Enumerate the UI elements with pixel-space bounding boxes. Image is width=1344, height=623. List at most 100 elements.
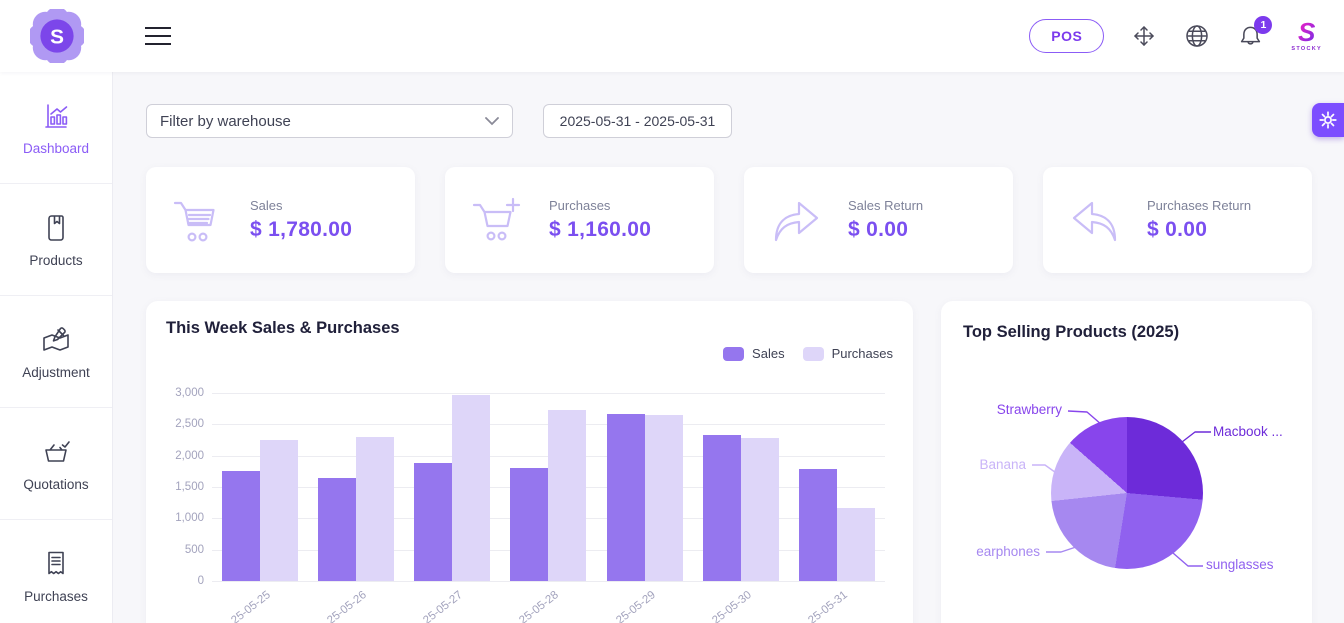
- pos-button[interactable]: POS: [1029, 19, 1105, 53]
- sales-legend-label: Sales: [752, 346, 785, 361]
- main-content: Filter by warehouse 2025-05-31 - 2025-05…: [113, 72, 1344, 623]
- brand-name-text: STOCKY: [1291, 46, 1322, 53]
- bar-plot: 3,000 2,500 2,000 1,500 1,000 500 0: [175, 387, 885, 587]
- stocky-brand-logo[interactable]: S STOCKY: [1291, 19, 1322, 53]
- theme-settings-button[interactable]: [1312, 103, 1344, 137]
- stat-label: Sales Return: [848, 198, 924, 213]
- map-pencil-icon: [43, 326, 69, 351]
- bar-sales: [318, 477, 357, 581]
- basket-check-icon: [45, 440, 70, 462]
- sidebar: Dashboard Products Adjustment Quotations: [0, 72, 113, 623]
- bar-chart-title: This Week Sales & Purchases: [166, 319, 400, 337]
- sales-legend-swatch: [723, 346, 745, 361]
- top-selling-products-chart-card: Top Selling Products (2025) Macbook ... s…: [941, 301, 1312, 623]
- chevron-down-icon: [485, 116, 499, 125]
- y-axis-tick: 2,500: [175, 418, 204, 431]
- sidebar-item-label: Adjustment: [22, 364, 90, 380]
- pie-label: Banana: [979, 457, 1026, 472]
- x-axis-labels: 25-05-25 25-05-26 25-05-27 25-05-28 25-05-29…: [212, 581, 885, 623]
- bar-groups: [212, 393, 885, 581]
- bar-group: [308, 393, 404, 581]
- stat-label: Purchases: [549, 198, 611, 213]
- gear-icon: [1319, 111, 1337, 129]
- bar-purchases: [836, 508, 875, 581]
- pie-chart: [1051, 417, 1203, 569]
- fullscreen-button[interactable]: [1131, 23, 1157, 49]
- book-icon: [48, 214, 64, 241]
- y-axis-tick: 0: [197, 575, 204, 587]
- bar-sales: [414, 463, 453, 581]
- bar-sales: [702, 435, 741, 581]
- globe-icon: [1186, 25, 1209, 47]
- gridline: [212, 581, 885, 582]
- stat-label: Purchases Return: [1147, 198, 1252, 213]
- bar-purchases: [260, 440, 299, 581]
- sidebar-item-label: Products: [29, 252, 83, 268]
- stat-card-sales-return: Sales Return $ 0.00: [744, 167, 1013, 273]
- warehouse-filter-select[interactable]: Filter by warehouse: [146, 104, 513, 138]
- x-axis-label: 25-05-27: [421, 589, 466, 623]
- language-button[interactable]: [1184, 23, 1210, 49]
- gridline: [212, 393, 885, 394]
- sidebar-item-adjustment[interactable]: Adjustment: [0, 296, 112, 408]
- bar-sales: [798, 469, 837, 581]
- x-axis-label: 25-05-30: [710, 589, 754, 623]
- x-axis-label: 25-05-28: [517, 589, 562, 623]
- stat-value: $ 0.00: [848, 218, 909, 241]
- pie-label: sunglasses: [1206, 557, 1274, 572]
- y-axis-tick: 500: [184, 543, 204, 556]
- shopping-cart-icon: [173, 201, 215, 242]
- bar-purchases: [740, 438, 779, 581]
- pie-chart-title: Top Selling Products (2025): [963, 323, 1180, 341]
- legend-item-purchases: Purchases: [802, 346, 893, 361]
- y-axis-tick: 1,500: [175, 481, 204, 493]
- sidebar-item-dashboard[interactable]: Dashboard: [0, 72, 112, 184]
- pie-label: earphones: [976, 544, 1040, 559]
- arrow-left-icon: [1072, 201, 1117, 242]
- legend-item-sales: Sales: [723, 346, 785, 361]
- sidebar-item-label: Dashboard: [22, 140, 90, 156]
- purchases-legend-label: Purchases: [831, 346, 893, 361]
- x-axis-label: 25-05-26: [325, 589, 370, 623]
- bar-purchases: [644, 414, 683, 581]
- sidebar-item-label: Quotations: [23, 476, 89, 492]
- pie-label: Strawberry: [996, 402, 1062, 417]
- sidebar-item-quotations[interactable]: Quotations: [0, 408, 112, 520]
- stat-label: Sales: [250, 198, 283, 213]
- bar-group: [212, 393, 308, 581]
- bar-sales: [606, 414, 645, 581]
- bar-sales: [222, 471, 261, 581]
- bar-group: [789, 393, 885, 581]
- bar-group: [404, 393, 500, 581]
- sidebar-item-products[interactable]: Products: [0, 184, 112, 296]
- warehouse-filter-value: Filter by warehouse: [160, 112, 291, 130]
- y-axis-tick: 2,000: [175, 449, 204, 462]
- y-axis-tick: 1,000: [175, 512, 204, 525]
- app-logo[interactable]: S: [0, 9, 113, 63]
- stat-card-purchases: Purchases $ 1,160.00: [445, 167, 714, 273]
- pie-area: Macbook ... sunglasses earphones Banana Stra…: [941, 301, 1312, 623]
- bar-purchases: [548, 409, 587, 581]
- arrow-right-icon: [774, 201, 819, 242]
- cart-plus-icon: [472, 197, 521, 241]
- notification-count-badge: 1: [1254, 15, 1273, 34]
- top-bar: S POS 1 S S: [0, 0, 1344, 72]
- y-axis-tick: 3,000: [175, 387, 204, 399]
- date-range-input[interactable]: 2025-05-31 - 2025-05-31: [543, 104, 732, 138]
- flower-logo-icon: S: [29, 9, 84, 63]
- bar-sales: [510, 468, 549, 581]
- bar-purchases: [356, 436, 395, 581]
- weekly-sales-purchases-chart-card: This Week Sales & Purchases Sales Purcha…: [146, 301, 913, 623]
- stat-value: $ 1,160.00: [549, 218, 652, 241]
- bar-purchases: [452, 394, 491, 581]
- menu-toggle-button[interactable]: [145, 27, 171, 45]
- brand-s-glyph: S: [1298, 17, 1316, 48]
- stat-value: $ 1,780.00: [250, 218, 353, 241]
- stat-card-sales: Sales $ 1,780.00: [146, 167, 415, 273]
- notifications-button[interactable]: 1: [1237, 15, 1273, 50]
- bar-group: [500, 393, 596, 581]
- x-axis-label: 25-05-25: [229, 589, 273, 623]
- stat-card-purchases-return: Purchases Return $ 0.00: [1043, 167, 1312, 273]
- sidebar-item-purchases[interactable]: Purchases: [0, 520, 112, 623]
- x-axis-label: 25-05-29: [613, 589, 658, 623]
